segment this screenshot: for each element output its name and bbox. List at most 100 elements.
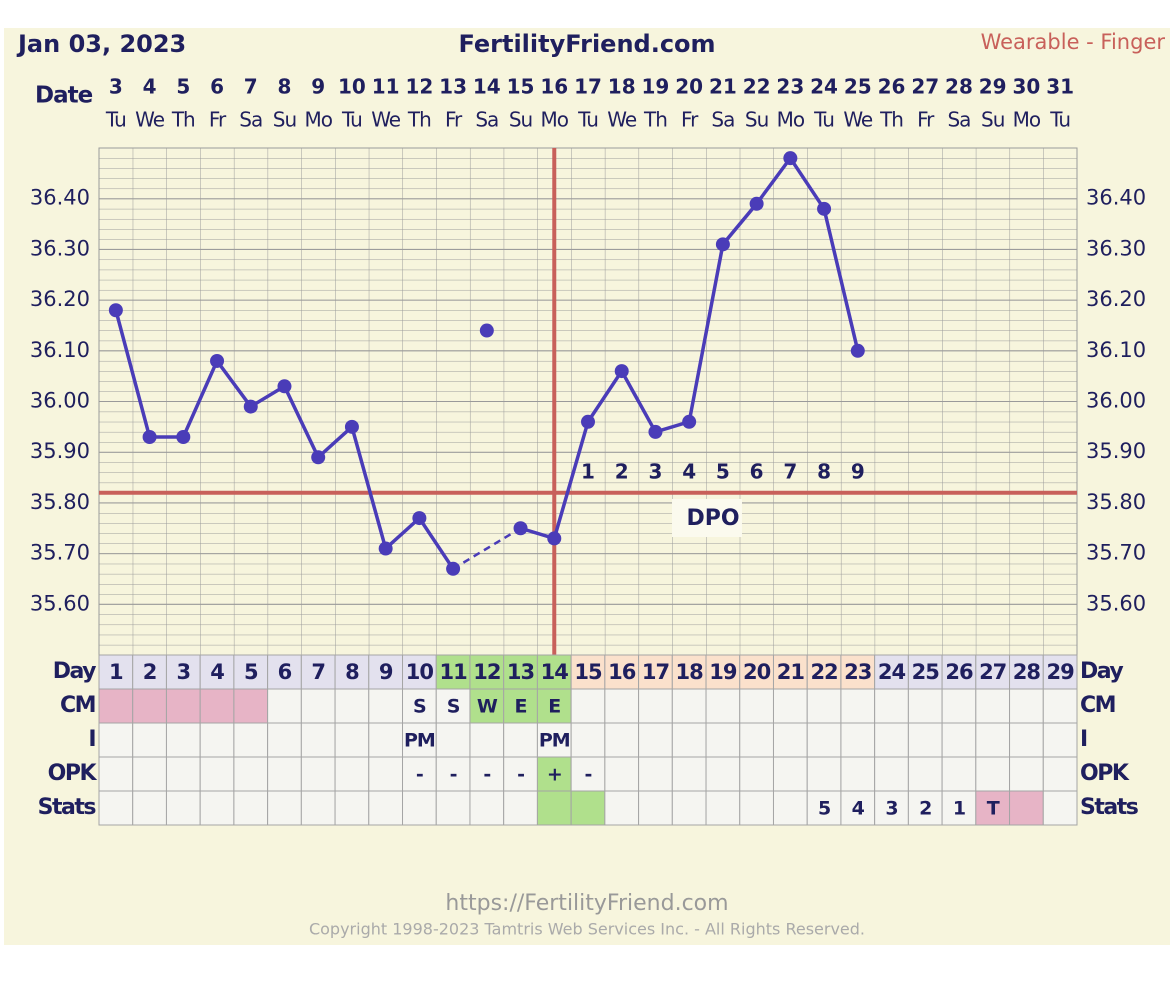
table-cell: [907, 790, 943, 826]
table-cell: [1042, 688, 1078, 724]
y-tick-label: 36.40: [30, 186, 90, 210]
table-cell: [300, 654, 336, 690]
temp-point: [682, 414, 697, 429]
table-cell: [402, 722, 437, 758]
table-cell: [739, 722, 774, 758]
weekday-label: Mo: [777, 108, 805, 132]
weekday-label: Th: [879, 108, 903, 132]
table-cell: [772, 756, 808, 792]
day-number: 19: [709, 660, 737, 684]
day-number: 10: [406, 660, 434, 684]
table-cell: [570, 688, 606, 724]
weekday-label: Th: [643, 108, 667, 132]
weekday-label: We: [135, 108, 165, 132]
day-number: 2: [143, 660, 157, 684]
weekday-label: Tu: [105, 108, 126, 132]
day-number: 12: [473, 660, 500, 684]
table-cell: [739, 688, 774, 724]
temp-point: [243, 399, 258, 414]
table-cell: [671, 756, 707, 792]
temp-point: [850, 343, 865, 358]
dpo-number: 5: [716, 460, 730, 484]
cell-text: -: [450, 764, 457, 786]
weekday-label: Sa: [475, 108, 498, 132]
cell-text: PM: [404, 730, 435, 752]
row-label-right: CM: [1080, 693, 1115, 718]
table-cell: [638, 688, 673, 724]
dpo-number: 7: [783, 460, 797, 484]
table-cell: [806, 790, 842, 826]
y-tick-label-right: 36.10: [1086, 338, 1146, 362]
temp-point: [311, 450, 326, 465]
table-cell: [98, 756, 134, 792]
temp-point: [648, 424, 663, 439]
dpo-number: 3: [648, 460, 662, 484]
table-cell: [98, 722, 134, 758]
day-number: 17: [642, 660, 669, 684]
table-cell: [604, 722, 640, 758]
table-cell: [300, 756, 336, 792]
cell-text: 4: [852, 798, 865, 820]
cell-text: 5: [818, 798, 830, 820]
table-cell: [975, 722, 1011, 758]
temp-point: [783, 151, 798, 166]
cell-text: S: [413, 696, 426, 718]
cell-text: E: [515, 696, 527, 718]
table-cell: [267, 722, 302, 758]
date-label: 21: [709, 75, 737, 99]
weekday-label: Mo: [541, 108, 569, 132]
weekday-label: Fr: [681, 108, 699, 132]
table-cell: [874, 790, 909, 826]
table-cell: [132, 654, 167, 690]
cell-text: E: [548, 696, 560, 718]
date-label: 15: [507, 75, 535, 99]
table-cell: [772, 688, 808, 724]
dpo-number: 2: [615, 460, 629, 484]
cell-text: 2: [919, 798, 931, 820]
table-cell: [199, 790, 235, 826]
day-number: 22: [810, 660, 837, 684]
day-number: 4: [210, 660, 224, 684]
footer-url: https://FertilityFriend.com: [445, 891, 728, 916]
table-cell: [671, 688, 707, 724]
table-cell: [638, 756, 673, 792]
date-label: 23: [776, 75, 804, 99]
date-label: 28: [945, 75, 973, 99]
temp-point: [614, 364, 629, 379]
table-cell: [402, 790, 437, 826]
table-cell: [402, 654, 437, 690]
table-cell: [1009, 722, 1044, 758]
date-label: 12: [405, 75, 433, 99]
table-cell: [1009, 756, 1044, 792]
weekday-label: Tu: [1049, 108, 1070, 132]
site-title: FertilityFriend.com: [458, 30, 715, 58]
table-cell: [705, 688, 741, 724]
table-cell: [469, 688, 505, 724]
weekday-label: Su: [981, 108, 1004, 132]
table-cell: [975, 790, 1011, 826]
table-cell: [300, 688, 336, 724]
cell-text: S: [447, 696, 460, 718]
weekday-label: We: [607, 108, 637, 132]
weekday-label: Sa: [711, 108, 734, 132]
date-label: 10: [338, 75, 366, 99]
excluded-point: [479, 323, 494, 338]
table-cell: [199, 688, 235, 724]
cell-text: -: [416, 764, 423, 786]
weekday-label: Sa: [947, 108, 970, 132]
table-cell: [907, 688, 943, 724]
table-cell: [503, 790, 538, 826]
weekday-label: Su: [273, 108, 296, 132]
table-cell: [165, 722, 201, 758]
day-number: 6: [278, 660, 292, 684]
table-cell: [1042, 722, 1078, 758]
y-tick-label-right: 35.70: [1086, 541, 1146, 565]
weekday-label: Mo: [304, 108, 332, 132]
date-label: 5: [176, 75, 190, 99]
table-cell: [739, 756, 774, 792]
table-cell: [806, 722, 842, 758]
weekday-label: We: [843, 108, 873, 132]
table-cell: [840, 688, 876, 724]
day-number: 11: [439, 660, 467, 684]
table-cell: [98, 790, 134, 826]
